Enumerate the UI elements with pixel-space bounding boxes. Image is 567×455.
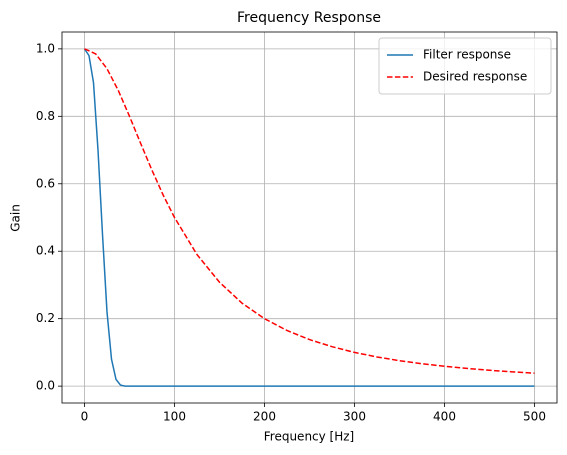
y-tick-label: 1.0	[36, 41, 55, 55]
legend-label: Filter response	[423, 48, 511, 62]
x-tick-label: 0	[81, 410, 89, 424]
y-tick-label: 0.8	[36, 109, 55, 123]
series-line	[84, 48, 535, 374]
plot-frame	[61, 31, 558, 404]
x-tick-label: 200	[253, 410, 276, 424]
y-tick-label: 0.2	[36, 311, 55, 325]
x-tick-label: 100	[163, 410, 186, 424]
y-tick-label: 0.4	[36, 244, 55, 258]
y-tick-label: 0.6	[36, 176, 55, 190]
legend-label: Desired response	[423, 70, 527, 84]
chart-title: Frequency Response	[237, 10, 381, 26]
legend-box	[378, 37, 552, 95]
x-tick-label: 400	[433, 410, 456, 424]
y-axis-label: Gain	[9, 204, 23, 232]
y-tick-label: 0.0	[36, 379, 55, 393]
x-tick-label: 500	[523, 410, 546, 424]
series-line	[83, 48, 535, 387]
x-axis-label: Frequency [Hz]	[264, 430, 355, 444]
x-tick-label: 300	[343, 410, 366, 424]
